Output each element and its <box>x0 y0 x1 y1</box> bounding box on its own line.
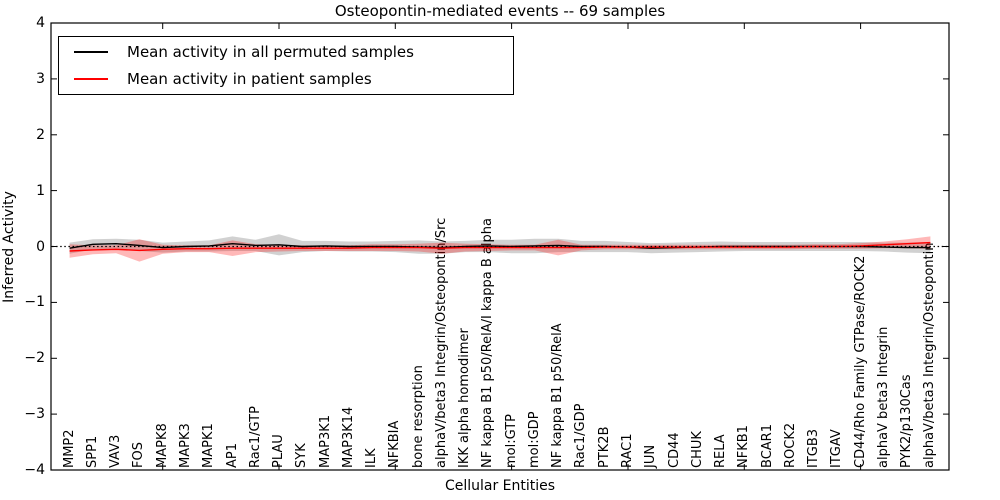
y-tick-label: −1 <box>24 294 45 311</box>
patient-band <box>69 236 931 262</box>
legend-label-patient: Mean activity in patient samples <box>127 70 372 88</box>
legend-entry-permuted: Mean activity in all permuted samples <box>74 41 513 63</box>
chart-title: Osteopontin-mediated events -- 69 sample… <box>334 2 666 20</box>
legend-label-permuted: Mean activity in all permuted samples <box>127 43 414 61</box>
legend-line-patient-icon <box>74 78 108 80</box>
legend: Mean activity in all permuted samples Me… <box>58 36 514 95</box>
y-tick-label: −2 <box>24 350 45 367</box>
permuted-band <box>69 234 931 256</box>
x-axis-label: Cellular Entities <box>444 478 556 494</box>
y-tick-label: 3 <box>36 70 45 87</box>
y-tick-label: 4 <box>36 15 45 31</box>
y-tick-label: 0 <box>36 238 45 255</box>
y-tick-label: −4 <box>24 462 45 478</box>
patient-mean-line <box>69 241 931 252</box>
legend-line-permuted-icon <box>74 51 108 53</box>
y-tick-label: 1 <box>36 182 45 199</box>
legend-entry-patient: Mean activity in patient samples <box>74 68 513 90</box>
y-tick-label: −3 <box>24 406 45 423</box>
y-tick-label: 2 <box>36 126 45 143</box>
